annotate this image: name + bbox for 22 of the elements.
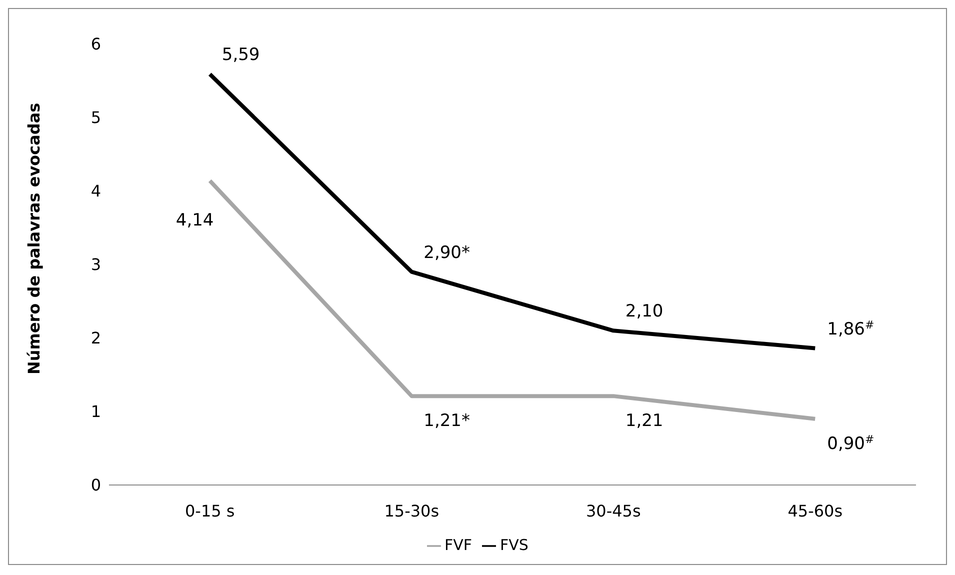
data-label: 0,90$^{#}$	[827, 432, 874, 454]
y-tick-label: 4	[90, 182, 101, 201]
data-label: 5,59	[222, 45, 260, 66]
y-tick-label: 5	[90, 108, 101, 128]
y-axis-title: Número de palavras evocadas	[24, 102, 44, 374]
y-tick-label: 2	[90, 328, 101, 348]
data-label: 4,14	[176, 210, 214, 231]
legend-label: FVF	[444, 536, 472, 554]
y-tick-label: 3	[90, 255, 101, 274]
x-tick-label: 0-15 s	[185, 501, 235, 520]
y-tick-label: 1	[90, 402, 101, 422]
x-tick-label: 30-45s	[586, 501, 641, 520]
y-tick-label: 0	[90, 476, 101, 495]
data-label: 1,21*	[424, 411, 470, 432]
data-label: 2,10	[625, 302, 664, 322]
x-tick-label: 45-60s	[788, 501, 843, 520]
data-label: 2,90*	[424, 242, 470, 263]
x-tick-label: 15-30s	[384, 501, 440, 520]
data-label: 1,86$^{#}$	[827, 318, 874, 340]
data-label: 1,21	[625, 411, 664, 432]
legend-label: FVS	[500, 536, 528, 554]
y-tick-label: 6	[90, 34, 101, 54]
